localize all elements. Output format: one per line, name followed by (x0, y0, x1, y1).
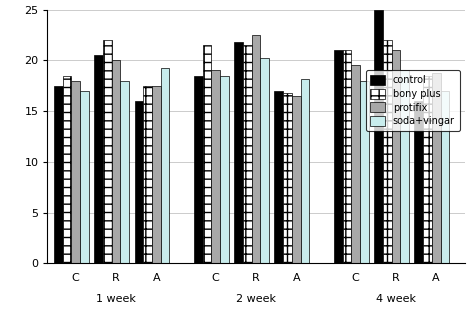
Text: 4 week: 4 week (376, 294, 416, 304)
Bar (283, 93, 292, 263)
Bar (80, 91, 89, 263)
Bar (274, 91, 283, 263)
Bar (400, 71, 409, 263)
Bar (414, 101, 423, 263)
Bar (112, 60, 120, 263)
Bar (54, 86, 63, 263)
Legend: control, bony plus, protifix, soda+vingar: control, bony plus, protifix, soda+vinga… (365, 70, 460, 131)
Text: 1 week: 1 week (96, 294, 136, 304)
Bar (103, 40, 112, 263)
Bar (292, 96, 301, 263)
Bar (135, 101, 143, 263)
Bar (161, 68, 169, 263)
Bar (334, 50, 343, 263)
Bar (211, 71, 220, 263)
Bar (351, 65, 360, 263)
Bar (63, 75, 72, 263)
Bar (392, 50, 400, 263)
Bar (440, 91, 449, 263)
Bar (423, 75, 432, 263)
Bar (72, 81, 80, 263)
Text: 2 week: 2 week (236, 294, 276, 304)
Bar (301, 79, 310, 263)
Bar (243, 45, 252, 263)
Bar (252, 35, 260, 263)
Bar (143, 86, 152, 263)
Bar (94, 55, 103, 263)
Bar (194, 75, 202, 263)
Bar (152, 86, 161, 263)
Bar (360, 81, 369, 263)
Bar (383, 40, 392, 263)
Bar (202, 45, 211, 263)
Bar (374, 10, 383, 263)
Bar (432, 73, 440, 263)
Bar (120, 81, 129, 263)
Bar (234, 42, 243, 263)
Bar (260, 58, 269, 263)
Bar (220, 75, 229, 263)
Bar (343, 50, 351, 263)
